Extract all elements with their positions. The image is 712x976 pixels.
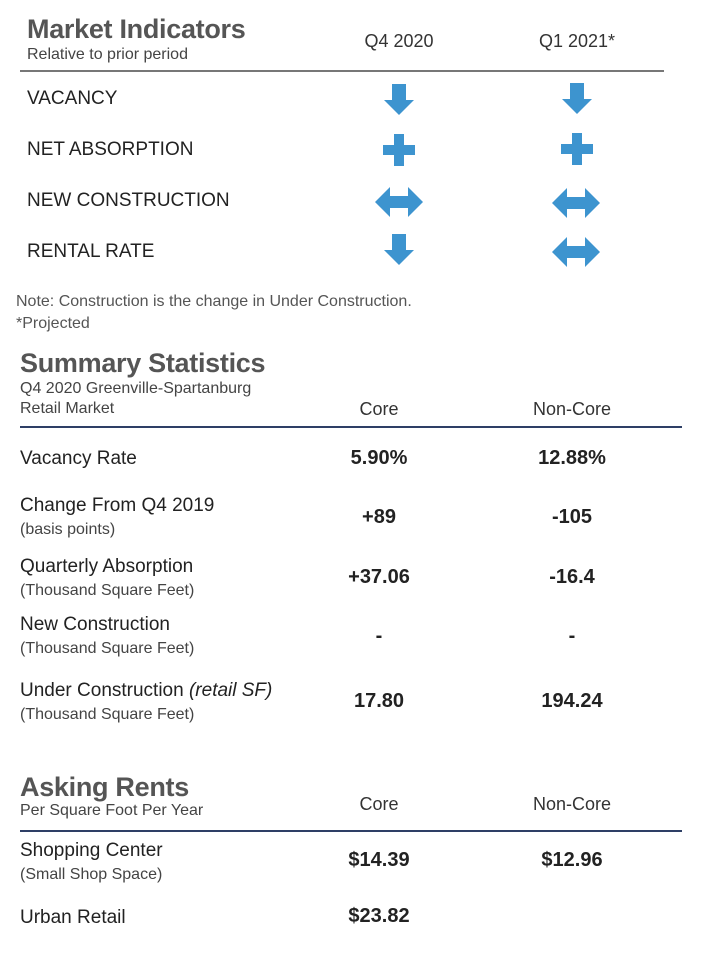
value-core-change: +89 [362,506,396,528]
value-core-vacancy-rate: 5.90% [350,447,408,469]
value-noncore-shopping-center: $12.96 [541,849,603,871]
row-label-vacancy-rate: Vacancy Rate [20,448,137,469]
market-indicators-title: Market Indicators [27,14,246,44]
value-noncore-vacancy-rate: 12.88% [538,447,606,469]
row-label-quarterly-absorption: Quarterly Absorption [20,556,194,577]
summary-subtitle-market: Q4 2020 Greenville-Spartanburg [20,380,252,397]
row-label-shopping-center: Shopping Center [20,840,163,861]
row-label-urban-retail: Urban Retail [20,907,126,928]
summary-subtitle-retail: Retail Market [20,400,115,417]
arrow-down-icon [383,84,415,116]
row-sublabel-thousand-sf: (Thousand Square Feet) [20,640,195,657]
construction-note: Note: Construction is the change in Unde… [16,293,412,310]
label-italic: (retail SF) [188,680,273,701]
projected-footnote: *Projected [16,315,90,332]
value-core-new-construction: - [375,625,383,647]
value-core-under-construction: 17.80 [353,690,405,712]
column-header-non-core: Non-Core [532,794,612,814]
column-header-core: Core [359,399,399,419]
indicator-label-vacancy: VACANCY [27,88,118,109]
value-noncore-new-construction: - [568,625,576,647]
asking-rents-title: Asking Rents [20,772,189,802]
label-text: Under Construction [20,680,189,701]
asking-rents-subtitle: Per Square Foot Per Year [20,802,204,819]
row-label-new-construction: New Construction [20,614,170,635]
indicator-label-net-absorption: NET ABSORPTION [27,139,194,160]
value-core-urban-retail: $23.82 [348,905,410,927]
divider [20,70,664,72]
value-noncore-under-construction: 194.24 [541,690,603,712]
market-indicators-subtitle: Relative to prior period [27,46,188,63]
divider [20,830,682,832]
row-sublabel-small-shop-space: (Small Shop Space) [20,866,163,883]
indicator-label-new-construction: NEW CONSTRUCTION [27,190,230,211]
arrow-down-icon [561,83,593,115]
arrow-left-right-icon [552,188,600,218]
summary-statistics-title: Summary Statistics [20,348,266,378]
value-core-absorption: +37.06 [348,566,410,588]
row-sublabel-basis-points: (basis points) [20,521,116,538]
column-header-core: Core [359,794,399,814]
arrow-left-right-icon [375,187,423,217]
column-header-non-core: Non-Core [532,399,612,419]
plus-icon [383,134,415,166]
divider [20,426,682,428]
row-label-change-from-q4-2019: Change From Q4 2019 [20,495,215,516]
row-sublabel-thousand-sf: (Thousand Square Feet) [20,706,195,723]
value-core-shopping-center: $14.39 [348,849,410,871]
column-header-q4-2020: Q4 2020 [364,31,434,51]
row-sublabel-thousand-sf: (Thousand Square Feet) [20,582,195,599]
column-header-q1-2021: Q1 2021* [538,31,616,51]
indicator-label-rental-rate: RENTAL RATE [27,241,155,262]
value-noncore-absorption: -16.4 [549,566,595,588]
value-noncore-change: -105 [551,506,593,528]
plus-icon [561,133,593,165]
row-label-under-construction: Under Construction (retail SF) [20,681,272,700]
arrow-left-right-icon [552,237,600,267]
arrow-down-icon [383,234,415,266]
